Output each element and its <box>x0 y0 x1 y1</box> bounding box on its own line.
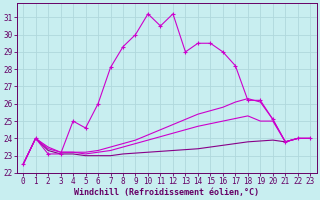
X-axis label: Windchill (Refroidissement éolien,°C): Windchill (Refroidissement éolien,°C) <box>74 188 259 197</box>
